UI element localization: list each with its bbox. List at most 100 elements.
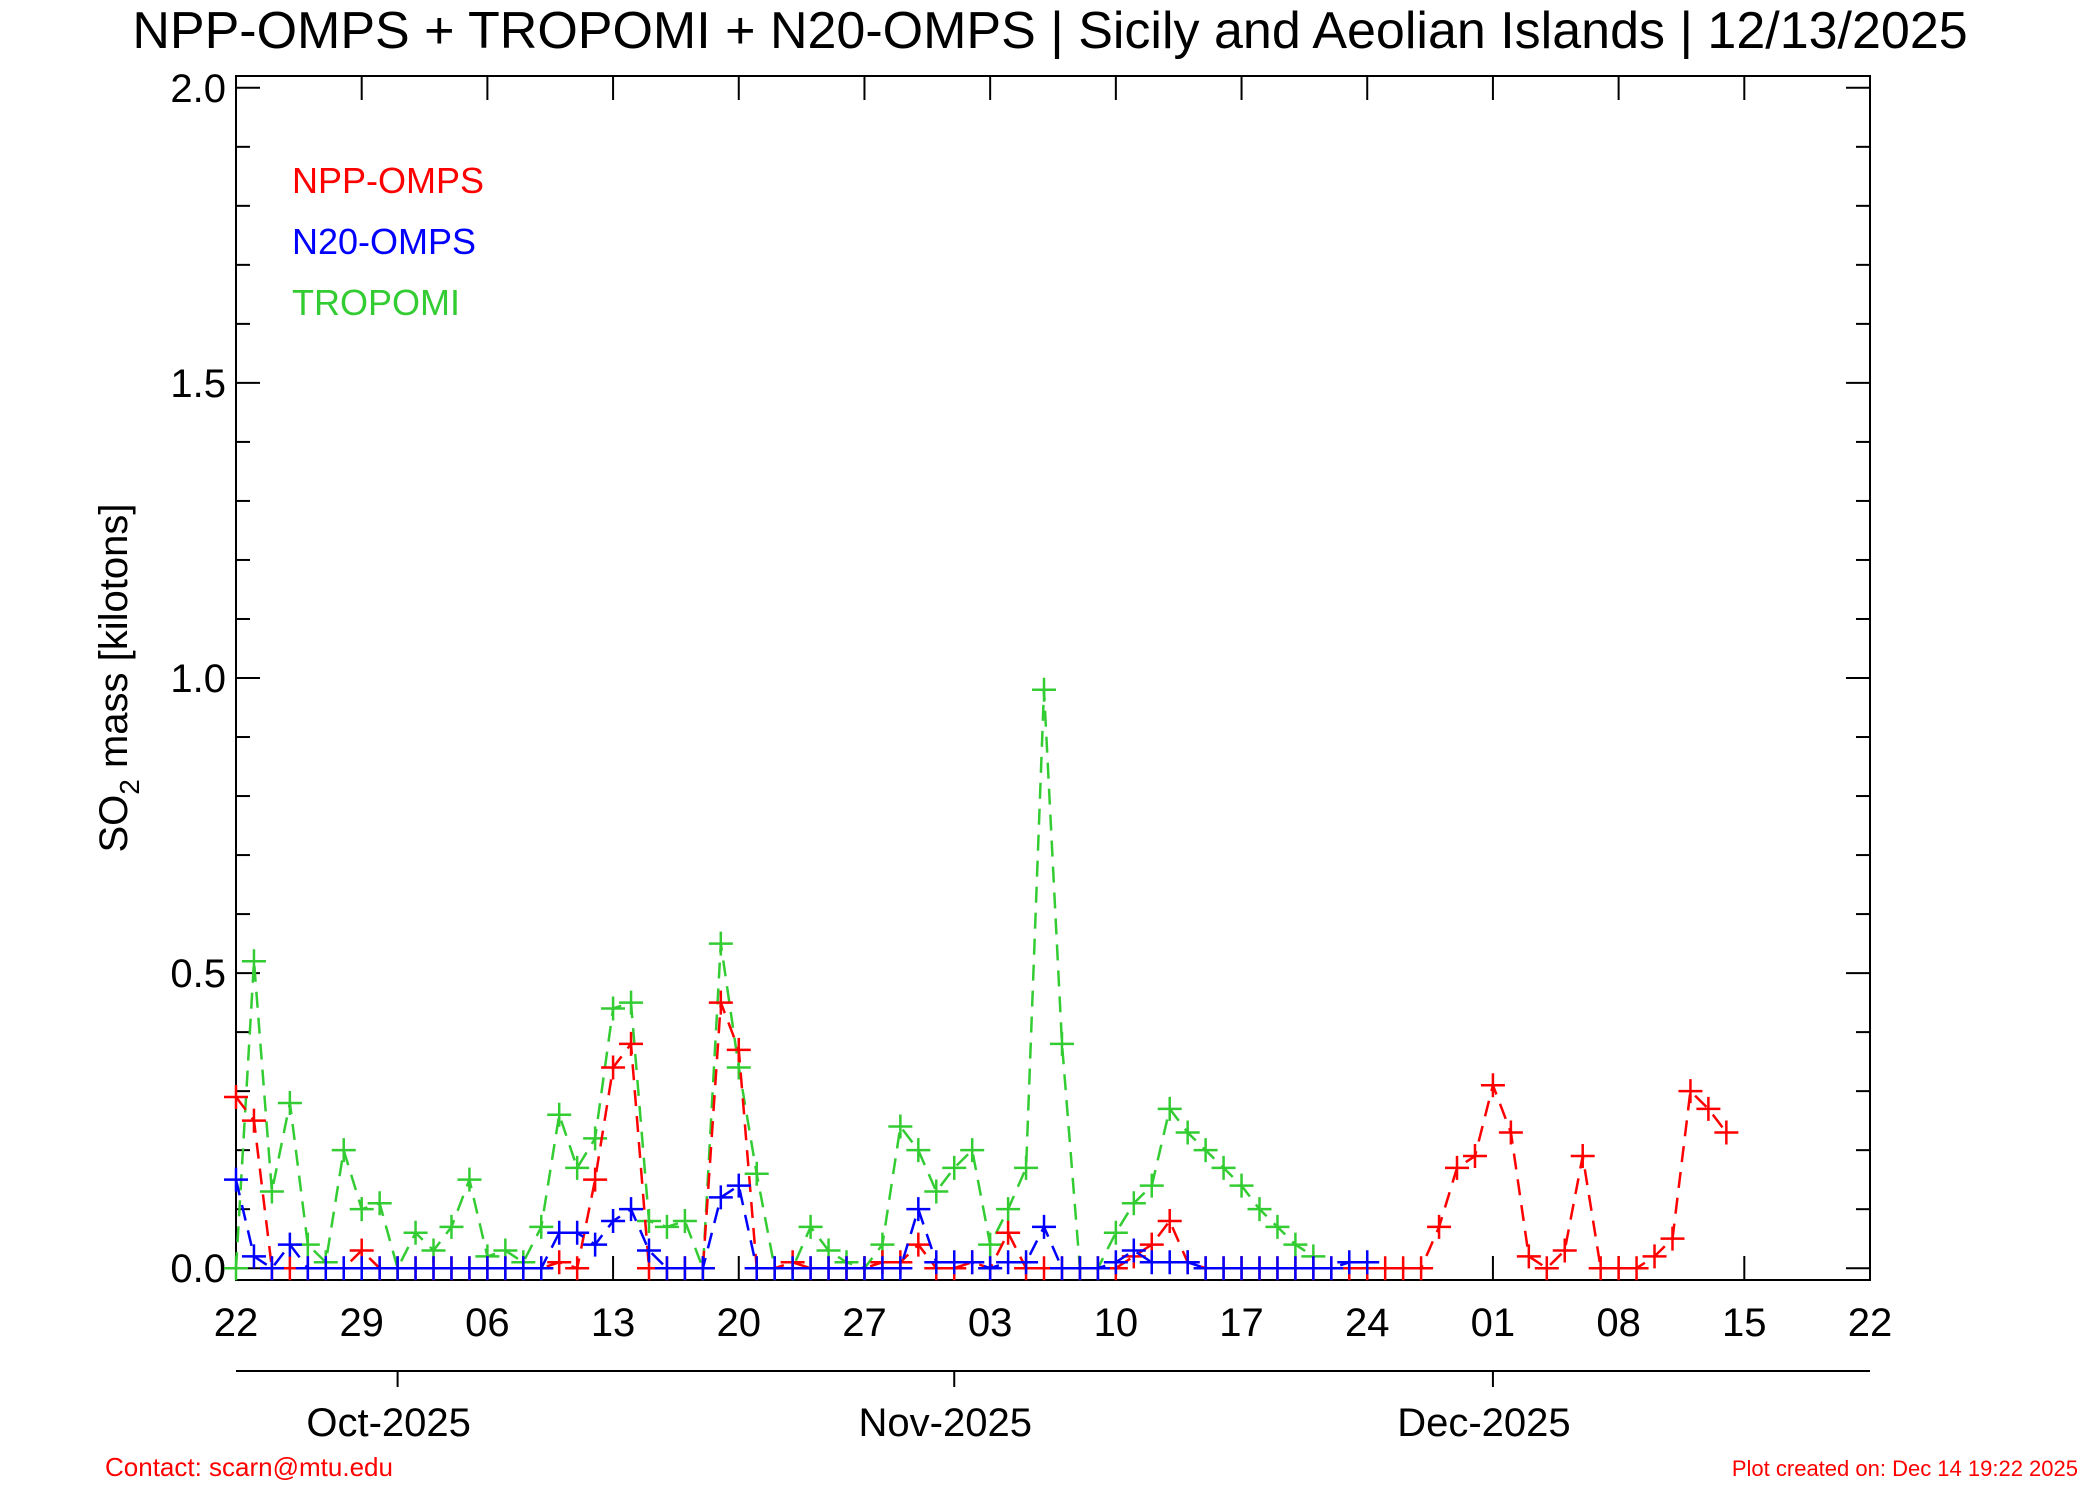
data-point xyxy=(565,1220,590,1245)
data-point xyxy=(1121,1238,1146,1263)
month-label: Oct-2025 xyxy=(306,1401,471,1445)
data-point xyxy=(1516,1244,1541,1269)
data-point xyxy=(1032,1214,1057,1239)
data-point xyxy=(583,1167,608,1192)
x-tick-label: 03 xyxy=(968,1301,1013,1345)
data-point xyxy=(1265,1214,1290,1239)
data-point xyxy=(744,1161,769,1186)
data-point xyxy=(619,990,644,1015)
data-point xyxy=(1193,1138,1218,1163)
data-point xyxy=(241,1108,266,1133)
data-point xyxy=(224,1256,248,1281)
x-tick-label: 20 xyxy=(717,1301,762,1345)
data-point xyxy=(259,1256,284,1281)
data-point xyxy=(331,1138,356,1163)
data-point xyxy=(619,1031,644,1056)
data-point xyxy=(241,1244,266,1269)
data-point xyxy=(690,1256,715,1281)
data-point xyxy=(960,1138,985,1163)
data-point xyxy=(1696,1096,1721,1121)
data-point xyxy=(1229,1173,1254,1198)
data-point xyxy=(726,1173,751,1198)
data-point xyxy=(1498,1120,1523,1145)
data-point xyxy=(1139,1173,1164,1198)
data-point xyxy=(547,1102,572,1127)
series-n20-omps xyxy=(224,1167,1380,1281)
x-tick-label: 22 xyxy=(214,1301,259,1345)
data-point xyxy=(601,1055,626,1080)
data-point xyxy=(1534,1256,1559,1281)
data-point xyxy=(1642,1244,1667,1269)
month-label: Dec-2025 xyxy=(1397,1401,1570,1445)
data-point xyxy=(1211,1155,1236,1180)
data-point xyxy=(1032,677,1057,702)
data-point xyxy=(583,1232,608,1257)
x-tick-label: 08 xyxy=(1596,1301,1641,1345)
y-tick-label: 1.0 xyxy=(170,657,226,701)
x-tick-label: 24 xyxy=(1345,1301,1390,1345)
data-point xyxy=(726,1037,751,1062)
data-point xyxy=(888,1114,913,1139)
data-point xyxy=(1714,1120,1739,1145)
y-axis-label-rest: mass [kilotons] xyxy=(92,503,136,779)
series-line xyxy=(235,1002,1728,1270)
y-axis-label-sub: 2 xyxy=(114,779,145,795)
data-point xyxy=(1355,1250,1380,1275)
x-tick-label: 01 xyxy=(1471,1301,1516,1345)
data-point xyxy=(654,1214,679,1239)
data-point xyxy=(601,1208,626,1233)
x-tick-label: 10 xyxy=(1094,1301,1139,1345)
data-point xyxy=(1247,1197,1272,1222)
footer-contact: Contact: scarn@mtu.edu xyxy=(105,1452,393,1482)
x-tick-label: 29 xyxy=(339,1301,384,1345)
data-point xyxy=(277,1090,302,1115)
data-point xyxy=(1445,1155,1470,1180)
data-point xyxy=(277,1232,302,1257)
data-point xyxy=(619,1197,644,1222)
data-point xyxy=(439,1214,464,1239)
data-point xyxy=(924,1179,949,1204)
data-point xyxy=(601,996,626,1021)
data-point xyxy=(1624,1256,1649,1281)
series-tropomi xyxy=(224,677,1326,1281)
x-tick-label: 15 xyxy=(1722,1301,1767,1345)
data-point xyxy=(1175,1250,1200,1275)
y-axis-label-main: SO xyxy=(92,795,136,853)
data-point xyxy=(457,1167,482,1192)
month-label: Nov-2025 xyxy=(859,1401,1032,1445)
data-point xyxy=(1678,1079,1703,1104)
data-point xyxy=(1570,1144,1595,1169)
legend: NPP-OMPS N20-OMPS TROPOMI xyxy=(292,160,484,323)
data-point xyxy=(996,1220,1021,1245)
data-point xyxy=(1427,1214,1452,1239)
data-point xyxy=(1121,1191,1146,1216)
legend-entry: N20-OMPS xyxy=(292,221,476,262)
series-layer xyxy=(224,677,1739,1281)
x-tick-label: 22 xyxy=(1848,1301,1893,1345)
data-point xyxy=(978,1256,1003,1281)
data-point xyxy=(978,1232,1003,1257)
y-axis-label: SO2 mass [kilotons] xyxy=(92,503,145,852)
data-point xyxy=(224,1085,248,1110)
x-tick-label: 27 xyxy=(842,1301,887,1345)
data-point xyxy=(1480,1073,1505,1098)
data-point xyxy=(942,1155,967,1180)
data-point xyxy=(906,1232,931,1257)
y-tick-label: 0.0 xyxy=(170,1247,226,1291)
data-point xyxy=(1157,1208,1182,1233)
data-point xyxy=(1085,1256,1110,1281)
data-point xyxy=(708,1185,733,1210)
data-point xyxy=(224,1167,248,1192)
data-point xyxy=(1157,1096,1182,1121)
data-point xyxy=(1462,1144,1487,1169)
data-point xyxy=(636,1238,661,1263)
data-point xyxy=(1319,1256,1344,1281)
data-point xyxy=(888,1256,913,1281)
data-point xyxy=(565,1155,590,1180)
data-point xyxy=(403,1220,428,1245)
data-point xyxy=(349,1197,374,1222)
data-point xyxy=(1283,1232,1308,1257)
data-point xyxy=(583,1126,608,1151)
data-point xyxy=(906,1197,931,1222)
data-point xyxy=(259,1179,284,1204)
